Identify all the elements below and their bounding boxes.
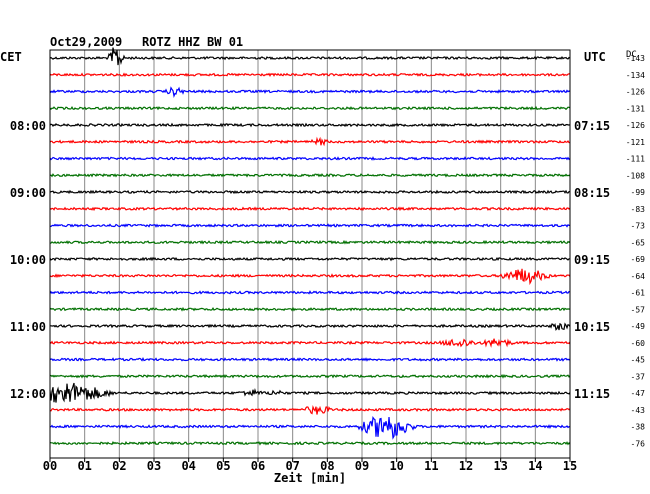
dc-offset-value: -38 [631, 423, 646, 432]
left-zone-label: CET [0, 50, 22, 64]
dc-offset-value: -131 [626, 104, 645, 113]
right-time-label: 11:15 [574, 387, 610, 401]
trace-1 [49, 72, 570, 78]
trace-15 [49, 306, 571, 312]
dc-offset-value: -61 [631, 289, 646, 298]
x-tick-label: 04 [181, 459, 195, 473]
x-tick-label: 06 [251, 459, 265, 473]
dc-offset-value: -60 [631, 339, 646, 348]
dc-offset-label: DC [626, 50, 637, 60]
x-tick-label: 09 [355, 459, 369, 473]
trace-17 [49, 338, 571, 348]
trace-7 [49, 173, 571, 178]
right-zone-label: UTC [584, 50, 606, 64]
right-time-label: 08:15 [574, 186, 610, 200]
dc-offset-value: -64 [631, 272, 646, 281]
trace-19 [49, 373, 571, 379]
x-axis: 00 01 02 03 04 05 06 07 08 09 10 11 12 13 14 15 [43, 458, 577, 473]
trace-4 [49, 122, 571, 128]
header-date: Oct29,2009 [50, 35, 122, 49]
x-tick-label: 10 [389, 459, 403, 473]
grid [84, 50, 536, 458]
dc-offset-value: -99 [631, 188, 646, 197]
plot-frame [49, 49, 571, 459]
x-tick-label: 08 [320, 459, 334, 473]
dc-offset-value: -47 [631, 389, 646, 398]
left-time-label: 08:00 [10, 119, 46, 133]
left-time-label: 10:00 [10, 253, 46, 267]
dc-offset-value: -57 [631, 305, 646, 314]
traces [49, 47, 571, 446]
trace-20 [49, 382, 571, 403]
x-tick-label: 14 [528, 459, 542, 473]
trace-14 [49, 290, 571, 295]
dc-offset-value: -69 [631, 255, 646, 264]
trace-0 [49, 47, 571, 66]
dc-offset-value: -134 [626, 71, 645, 80]
dc-offset-value: -83 [631, 205, 646, 214]
x-tick-label: 13 [493, 459, 507, 473]
trace-2 [49, 86, 571, 98]
dc-offset-value: -108 [626, 171, 645, 180]
trace-21 [49, 404, 571, 415]
dc-offset-value: -126 [626, 88, 645, 97]
dc-offset-value: -111 [626, 155, 645, 164]
x-axis-label: Zeit [min] [274, 471, 346, 485]
dc-offset-value: -37 [631, 372, 646, 381]
x-tick-label: 01 [77, 459, 91, 473]
trace-23 [49, 440, 571, 446]
dc-offset-value: -121 [626, 138, 645, 147]
dc-offset-value: -65 [631, 238, 646, 247]
header-station: ROTZ HHZ BW 01 [142, 35, 243, 49]
right-time-label: 09:15 [574, 253, 610, 267]
x-tick-label: 05 [216, 459, 230, 473]
left-time-label: 09:00 [10, 186, 46, 200]
trace-3 [49, 105, 571, 111]
trace-11 [49, 239, 571, 245]
trace-5 [49, 136, 571, 147]
trace-12 [49, 256, 570, 262]
x-tick-label: 03 [147, 459, 161, 473]
x-tick-label: 00 [43, 459, 57, 473]
right-time-label: 07:15 [574, 119, 610, 133]
x-tick-label: 11 [424, 459, 438, 473]
dc-offset-value: -43 [631, 406, 646, 415]
trace-6 [49, 156, 571, 161]
dc-offset-value: -49 [631, 322, 646, 331]
dc-offset-value: -76 [631, 439, 646, 448]
trace-9 [49, 206, 571, 212]
x-tick-label: 02 [112, 459, 126, 473]
right-time-label: 10:15 [574, 320, 610, 334]
dc-offset-value: -45 [631, 356, 646, 365]
left-time-label: 11:00 [10, 320, 46, 334]
trace-13 [49, 268, 571, 286]
trace-8 [49, 189, 571, 195]
trace-22 [49, 415, 571, 440]
x-tick-label: 12 [459, 459, 473, 473]
dc-offset-value: -143 [626, 54, 645, 63]
trace-18 [49, 357, 571, 362]
dc-offset-value: -126 [626, 121, 645, 130]
dc-offset-value: -73 [631, 222, 646, 231]
left-time-label: 12:00 [10, 387, 46, 401]
x-tick-label: 15 [563, 459, 577, 473]
trace-10 [50, 223, 570, 228]
trace-16 [50, 322, 571, 331]
x-tick-label: 07 [285, 459, 299, 473]
row-labels: -143 -134 -126 -131 -126 -121 -111 -108 -99 -83 -7… [10, 54, 645, 448]
